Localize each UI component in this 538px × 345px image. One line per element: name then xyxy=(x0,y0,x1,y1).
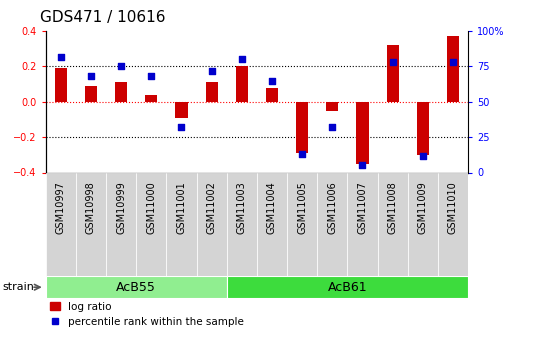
Text: AcB55: AcB55 xyxy=(116,281,156,294)
Bar xyxy=(85,86,97,102)
Bar xyxy=(226,172,257,276)
Point xyxy=(388,59,397,65)
Bar xyxy=(206,82,218,102)
Bar xyxy=(317,172,348,276)
Bar xyxy=(46,276,226,298)
Bar xyxy=(357,102,369,164)
Text: GDS471 / 10616: GDS471 / 10616 xyxy=(40,10,166,25)
Text: GSM11008: GSM11008 xyxy=(388,181,398,234)
Text: GSM11006: GSM11006 xyxy=(327,181,337,234)
Point xyxy=(177,125,186,130)
Text: GSM11005: GSM11005 xyxy=(297,181,307,234)
Point xyxy=(328,125,337,130)
Legend: log ratio, percentile rank within the sample: log ratio, percentile rank within the sa… xyxy=(46,298,249,331)
Point xyxy=(449,59,457,65)
Point xyxy=(87,73,95,79)
Bar xyxy=(115,82,127,102)
Bar xyxy=(447,36,459,102)
Text: GSM11004: GSM11004 xyxy=(267,181,277,234)
Point xyxy=(147,73,155,79)
Bar xyxy=(408,172,438,276)
Point xyxy=(207,68,216,73)
Text: GSM10999: GSM10999 xyxy=(116,181,126,234)
Bar xyxy=(266,88,278,102)
Bar xyxy=(296,102,308,153)
Text: GSM10997: GSM10997 xyxy=(56,181,66,234)
Point xyxy=(117,63,125,69)
Bar xyxy=(175,102,188,118)
Bar xyxy=(145,95,157,102)
Text: GSM11007: GSM11007 xyxy=(357,181,367,234)
Bar xyxy=(106,172,136,276)
Bar xyxy=(326,102,338,111)
Bar xyxy=(196,172,226,276)
Bar xyxy=(46,172,76,276)
Text: GSM11001: GSM11001 xyxy=(176,181,187,234)
Bar xyxy=(166,172,196,276)
Point xyxy=(56,54,65,59)
Point xyxy=(298,151,307,157)
Bar xyxy=(378,172,408,276)
Bar xyxy=(136,172,166,276)
Bar xyxy=(55,68,67,102)
Text: AcB61: AcB61 xyxy=(328,281,367,294)
Text: GSM11010: GSM11010 xyxy=(448,181,458,234)
Bar xyxy=(257,172,287,276)
Bar xyxy=(387,45,399,102)
Point xyxy=(419,153,427,158)
Bar xyxy=(76,172,106,276)
Bar xyxy=(417,102,429,155)
Text: strain: strain xyxy=(3,282,34,292)
Bar xyxy=(226,276,468,298)
Bar xyxy=(348,172,378,276)
Text: GSM11000: GSM11000 xyxy=(146,181,157,234)
Text: GSM11009: GSM11009 xyxy=(418,181,428,234)
Point xyxy=(237,57,246,62)
Text: GSM11003: GSM11003 xyxy=(237,181,247,234)
Text: GSM11002: GSM11002 xyxy=(207,181,217,234)
Text: GSM10998: GSM10998 xyxy=(86,181,96,234)
Point xyxy=(268,78,277,83)
Bar xyxy=(438,172,468,276)
Point xyxy=(358,163,367,168)
Bar xyxy=(287,172,317,276)
Bar xyxy=(236,66,248,102)
